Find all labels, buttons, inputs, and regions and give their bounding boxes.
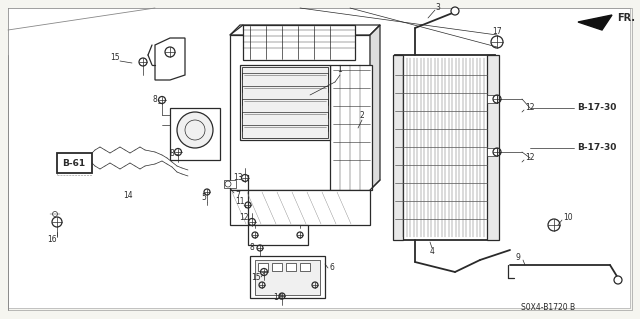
Circle shape	[491, 36, 503, 48]
Text: B-17-30: B-17-30	[577, 103, 616, 113]
Text: 8: 8	[152, 95, 157, 105]
Bar	[250, 256, 325, 298]
Text: 16: 16	[47, 235, 57, 244]
Text: 10: 10	[563, 213, 573, 222]
Bar	[272, 263, 282, 271]
Bar	[224, 180, 236, 188]
Text: 14: 14	[273, 293, 283, 302]
Polygon shape	[230, 25, 380, 35]
Text: 12: 12	[525, 153, 535, 162]
Text: 2: 2	[360, 112, 364, 121]
Text: 17: 17	[492, 27, 502, 36]
Bar	[286, 263, 296, 271]
Circle shape	[177, 112, 213, 148]
Bar	[240, 65, 330, 140]
Text: 12: 12	[525, 103, 535, 113]
Bar	[170, 108, 220, 160]
Bar	[487, 148, 497, 156]
Text: 6: 6	[330, 263, 335, 272]
Bar	[57, 153, 92, 173]
Circle shape	[451, 7, 459, 15]
Bar	[255, 260, 320, 295]
Bar	[395, 55, 495, 240]
Circle shape	[225, 181, 231, 187]
Circle shape	[614, 276, 622, 284]
Text: 8: 8	[170, 150, 174, 159]
Text: 15: 15	[110, 54, 120, 63]
Text: 7: 7	[236, 190, 241, 199]
Text: B-61: B-61	[63, 159, 86, 167]
Circle shape	[52, 211, 58, 217]
Bar	[487, 55, 499, 240]
Text: 9: 9	[516, 254, 520, 263]
Text: 12: 12	[239, 213, 249, 222]
Bar	[243, 25, 355, 60]
Text: 15: 15	[251, 273, 261, 283]
Text: 3: 3	[436, 3, 440, 11]
Bar	[487, 95, 497, 103]
Text: 8: 8	[250, 243, 254, 253]
Text: 1: 1	[338, 65, 342, 75]
Bar	[393, 55, 403, 240]
Bar	[330, 65, 372, 190]
Polygon shape	[370, 25, 380, 190]
Text: 5: 5	[202, 194, 207, 203]
Text: 11: 11	[236, 197, 244, 206]
Bar	[230, 35, 370, 190]
Text: 13: 13	[233, 174, 243, 182]
Bar	[230, 190, 370, 225]
Text: S0X4-B1720 B: S0X4-B1720 B	[521, 303, 575, 313]
Text: B-17-30: B-17-30	[577, 144, 616, 152]
Text: 4: 4	[429, 248, 435, 256]
Polygon shape	[155, 38, 185, 80]
Bar	[242, 67, 328, 138]
Bar	[258, 263, 268, 271]
Polygon shape	[578, 15, 612, 30]
Text: FR.: FR.	[617, 13, 635, 23]
Text: 14: 14	[123, 190, 133, 199]
Bar	[300, 263, 310, 271]
Bar	[248, 225, 308, 245]
